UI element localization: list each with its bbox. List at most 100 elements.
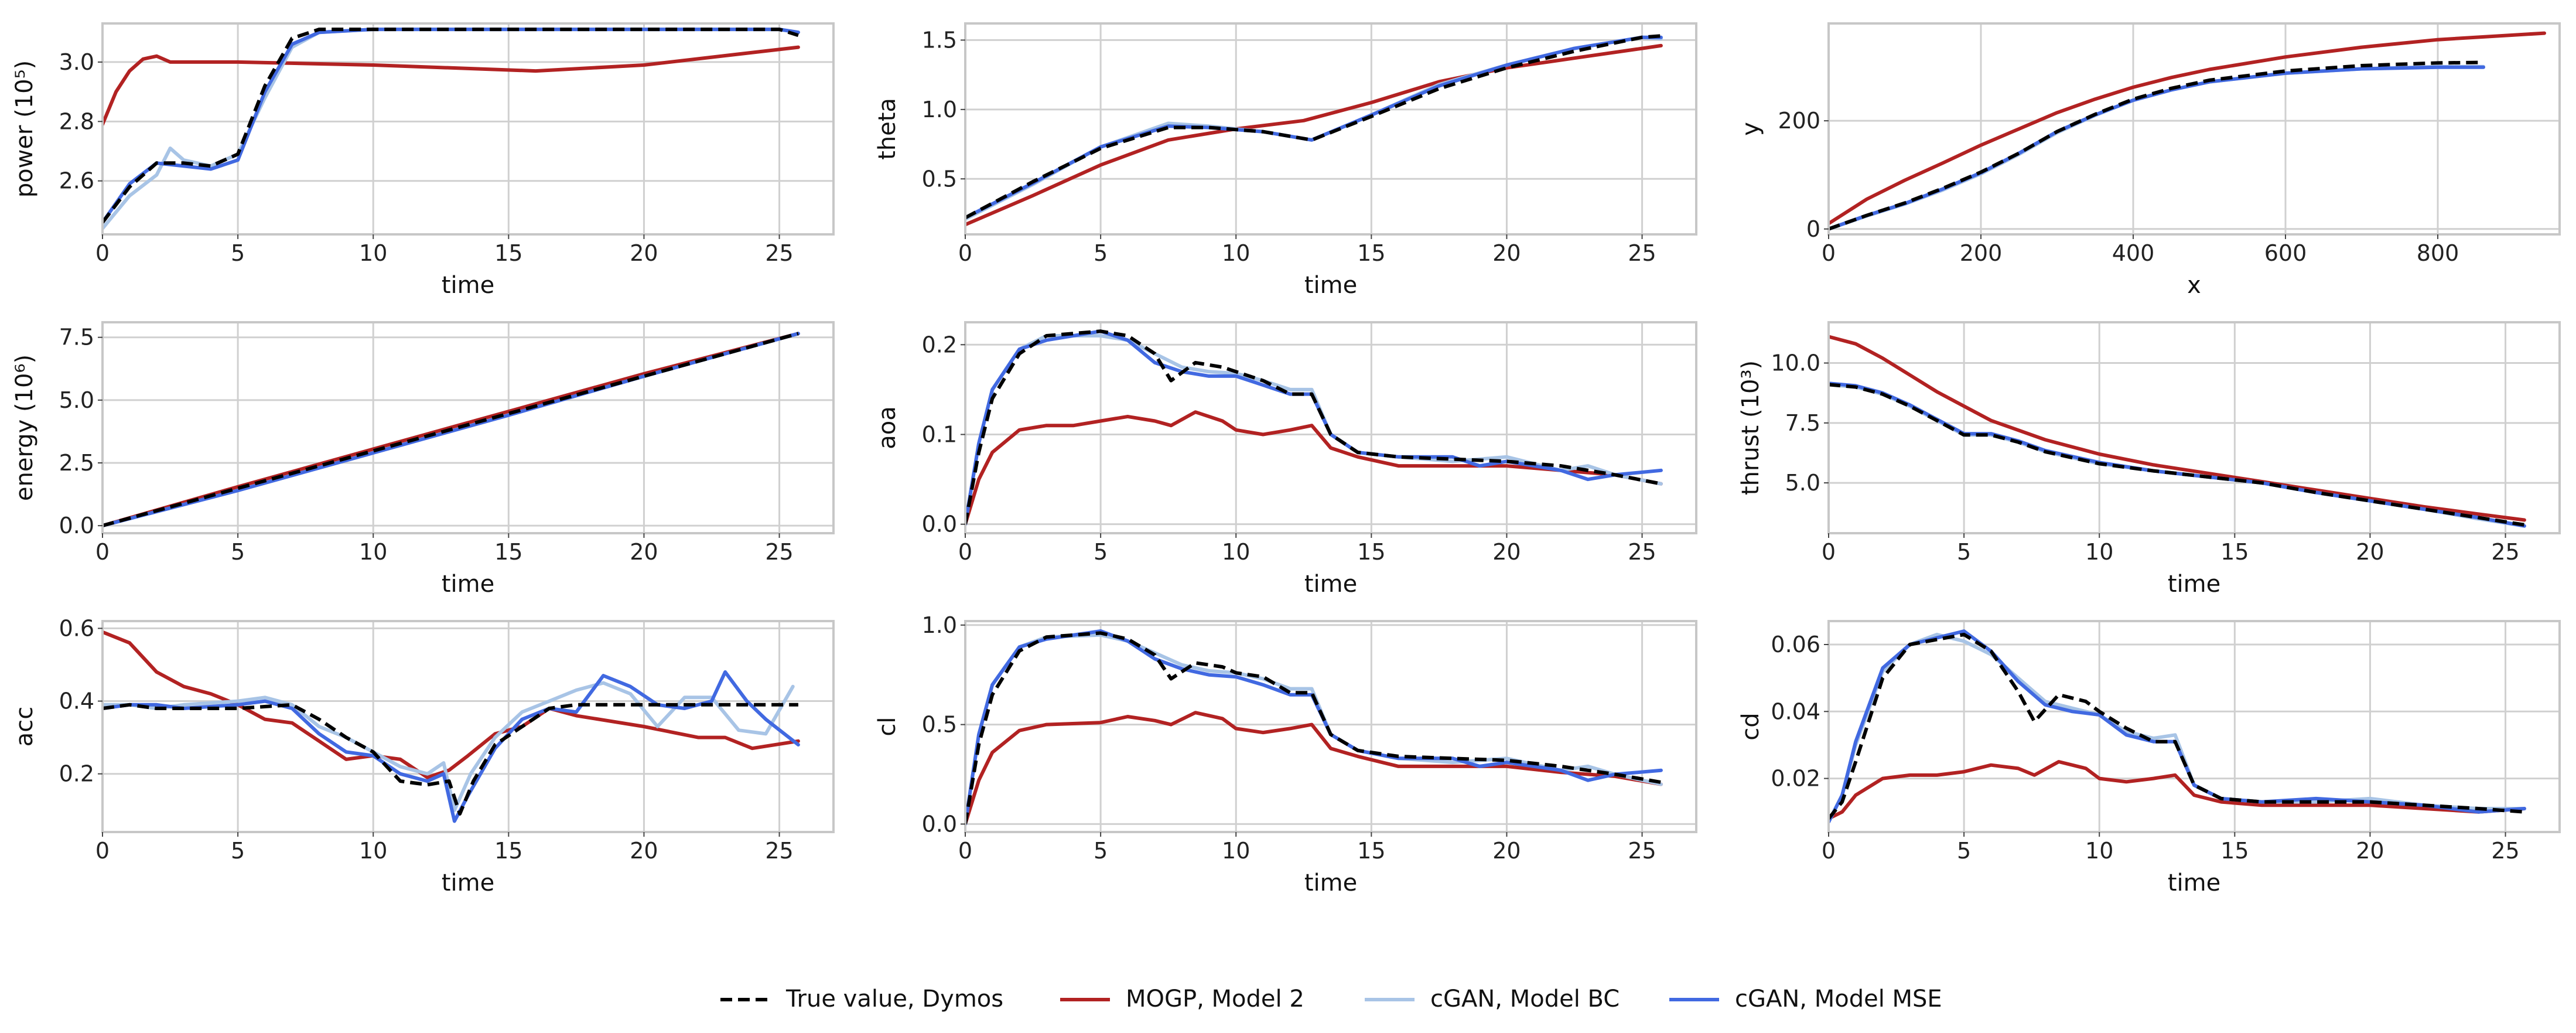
x-tick-label: 20 xyxy=(630,539,658,565)
x-tick-label: 0 xyxy=(958,240,972,266)
series-line-true-value-dymos xyxy=(103,703,798,816)
x-axis-label: time xyxy=(442,571,494,598)
x-tick-label: 15 xyxy=(494,838,522,864)
y-tick-label: 3.0 xyxy=(59,49,94,75)
axes-frame xyxy=(1827,620,2561,833)
series-line-cgan-model-mse xyxy=(965,329,1663,526)
y-axis-label: theta xyxy=(874,98,901,160)
x-tick-label: 20 xyxy=(1492,838,1521,864)
series-line-true-value-dymos xyxy=(103,332,799,527)
panel-thrust: 0 5 10 15 20 25 5.0 7.5 10.0 time thrust (10³) xyxy=(1737,321,2561,598)
series-line-mogp-model-2 xyxy=(965,711,1663,826)
series-line-true-value-dymos xyxy=(1829,383,2525,527)
y-tick-label: 200 xyxy=(1778,108,1820,134)
x-tick-label: 20 xyxy=(1492,539,1521,565)
series-line-true-value-dymos xyxy=(965,34,1662,220)
x-tick-label: 15 xyxy=(494,240,522,266)
x-axis-label: time xyxy=(1304,272,1357,299)
y-tick-label: 1.0 xyxy=(922,97,957,122)
panel-cd: 0 5 10 15 20 25 0.02 0.04 0.06 time cd xyxy=(1737,620,2561,896)
series-line-cgan-model-bc xyxy=(1829,632,2526,824)
x-tick-label: 10 xyxy=(1222,240,1250,266)
panel-theta: 0 5 10 15 20 25 0.5 1.0 1.5 time theta xyxy=(874,22,1697,299)
x-tick-label: 25 xyxy=(765,838,793,864)
series-line-true-value-dymos xyxy=(965,631,1662,824)
x-tick-label: 0 xyxy=(958,539,972,565)
y-tick-label: 2.5 xyxy=(59,450,94,476)
x-tick-label: 10 xyxy=(359,838,387,864)
y-tick-label: 0.4 xyxy=(59,688,94,714)
x-axis-label: time xyxy=(1304,870,1357,896)
y-tick-label: 0.0 xyxy=(922,512,957,537)
x-tick-label: 0 xyxy=(95,240,110,266)
panel-cl: 0 5 10 15 20 25 0.0 0.5 1.0 time cl xyxy=(874,612,1697,896)
panel-aoa: 0 5 10 15 20 25 0.0 0.1 0.2 time aoa xyxy=(874,321,1697,598)
x-tick-label: 5 xyxy=(231,240,245,266)
series-line-cgan-model-bc xyxy=(965,35,1663,221)
axes-frame xyxy=(101,620,835,833)
series-line-cgan-model-mse xyxy=(965,35,1663,220)
legend-item-cgan-model-mse: cGAN, Model MSE xyxy=(1669,986,1942,1012)
y-axis-label: energy (10⁶) xyxy=(11,354,38,501)
y-axis-label: power (10⁵) xyxy=(11,60,38,198)
x-axis-label: time xyxy=(442,272,494,299)
legend-label: MOGP, Model 2 xyxy=(1126,986,1304,1012)
y-tick-label: 2.8 xyxy=(59,108,94,134)
x-tick-label: 15 xyxy=(1357,240,1385,266)
x-axis-label: time xyxy=(1304,571,1357,598)
y-tick-label: 5.0 xyxy=(59,387,94,413)
x-tick-label: 15 xyxy=(1357,539,1385,565)
x-tick-label: 10 xyxy=(359,240,387,266)
axes-frame xyxy=(964,620,1697,833)
series-line-cgan-model-mse xyxy=(965,629,1663,826)
x-tick-label: 0 xyxy=(95,838,110,864)
series-line-mogp-model-2 xyxy=(1829,335,2526,522)
x-tick-label: 20 xyxy=(630,838,658,864)
x-axis-label: time xyxy=(2168,870,2220,896)
x-tick-label: 0 xyxy=(1822,240,1836,266)
x-tick-label: 15 xyxy=(494,539,522,565)
y-axis-label: acc xyxy=(11,707,38,747)
x-tick-label: 10 xyxy=(2085,838,2113,864)
x-tick-label: 200 xyxy=(1960,240,2003,266)
x-tick-label: 15 xyxy=(2220,539,2249,565)
x-tick-label: 5 xyxy=(1094,240,1108,266)
y-tick-label: 0.2 xyxy=(59,761,94,787)
x-tick-label: 5 xyxy=(1094,838,1108,864)
legend-label: True value, Dymos xyxy=(785,986,1003,1012)
x-tick-label: 20 xyxy=(1492,240,1521,266)
y-axis-label: thrust (10³) xyxy=(1737,360,1764,495)
panel-power: 0 5 10 15 20 25 2.6 2.8 3.0 time power (10⁵) xyxy=(11,22,835,299)
x-tick-label: 20 xyxy=(630,240,658,266)
x-tick-label: 400 xyxy=(2112,240,2155,266)
series-line-cgan-model-bc xyxy=(965,633,1663,826)
x-tick-label: 0 xyxy=(958,838,972,864)
legend-item-mogp-model-2: MOGP, Model 2 xyxy=(1060,986,1304,1012)
x-tick-label: 5 xyxy=(1094,539,1108,565)
x-axis-label: time xyxy=(2168,571,2220,598)
x-tick-label: 10 xyxy=(2085,539,2113,565)
y-axis-label: cd xyxy=(1737,712,1764,740)
series-line-mogp-model-2 xyxy=(1829,31,2546,226)
y-tick-label: 0.04 xyxy=(1771,698,1820,724)
x-tick-label: 5 xyxy=(231,838,245,864)
y-axis-label: cl xyxy=(874,717,901,736)
y-tick-label: 10.0 xyxy=(1771,350,1820,376)
y-tick-label: 7.5 xyxy=(59,325,94,350)
axes-frame xyxy=(101,22,835,236)
series-line-true-value-dymos xyxy=(965,329,1662,525)
series-line-cgan-model-bc xyxy=(965,334,1663,526)
axes-frame xyxy=(964,321,1697,534)
y-tick-label: 1.0 xyxy=(922,612,957,638)
series-line-mogp-model-2 xyxy=(965,43,1663,227)
y-tick-label: 0 xyxy=(1806,216,1820,242)
x-axis-label: time xyxy=(442,870,494,896)
panel-acc: 0 5 10 15 20 25 0.2 0.4 0.6 time acc xyxy=(11,615,835,896)
y-tick-label: 2.6 xyxy=(59,168,94,194)
axes-frame xyxy=(1827,22,2561,236)
y-tick-label: 0.2 xyxy=(922,332,957,357)
legend-item-cgan-model-bc: cGAN, Model BC xyxy=(1365,986,1620,1012)
x-tick-label: 5 xyxy=(1957,539,1971,565)
x-tick-label: 15 xyxy=(1357,838,1385,864)
